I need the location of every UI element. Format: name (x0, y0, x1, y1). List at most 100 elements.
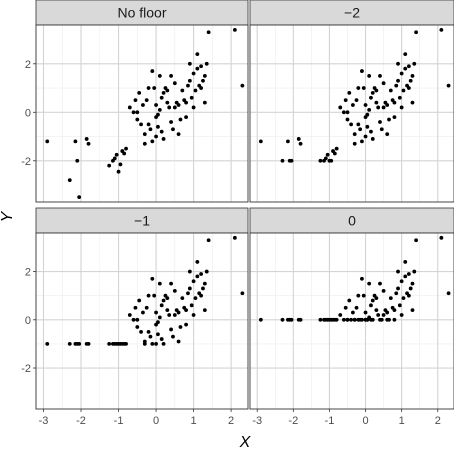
data-point (410, 100, 415, 105)
data-point (202, 74, 207, 78)
data-point (343, 305, 348, 310)
data-point (150, 139, 155, 144)
data-point (131, 110, 136, 115)
data-point (385, 317, 390, 322)
panel-border (249, 24, 454, 203)
data-point (397, 303, 402, 308)
data-point (67, 178, 72, 183)
data-point (150, 69, 155, 73)
data-point (176, 132, 181, 137)
data-point (412, 61, 417, 66)
data-point (141, 310, 145, 315)
data-point (195, 52, 200, 56)
data-point (159, 129, 164, 134)
data-point (127, 105, 132, 110)
data-point (399, 105, 404, 110)
data-point (159, 95, 164, 100)
data-point (349, 317, 353, 322)
data-point (146, 329, 151, 334)
x-tick-label: -1 (114, 415, 124, 427)
data-point (367, 74, 372, 78)
panel-background (36, 233, 248, 409)
data-point (152, 293, 157, 298)
data-point (116, 169, 121, 174)
data-point (396, 269, 400, 274)
data-point (144, 98, 149, 103)
data-point (139, 329, 143, 334)
data-point (157, 107, 162, 112)
y-axis-title: Y (0, 210, 16, 222)
data-point (161, 137, 166, 141)
data-point (195, 260, 200, 264)
data-point (347, 90, 352, 95)
data-point (191, 313, 196, 317)
data-point (146, 293, 151, 298)
data-point (338, 313, 343, 317)
data-point (184, 115, 188, 120)
data-point (378, 120, 382, 124)
data-point (199, 272, 203, 276)
data-point (201, 78, 205, 83)
data-point (406, 64, 411, 69)
data-point (176, 310, 181, 315)
data-point (45, 139, 50, 144)
data-point (172, 81, 177, 86)
data-point (77, 342, 82, 346)
data-point (148, 334, 153, 339)
data-point (171, 334, 175, 339)
data-point (176, 339, 181, 344)
data-point (172, 288, 177, 293)
data-point (167, 313, 172, 317)
data-point (240, 291, 245, 296)
data-point (184, 308, 188, 313)
data-point (381, 288, 386, 293)
data-point (360, 276, 364, 281)
data-point (127, 313, 132, 317)
data-point (118, 162, 123, 167)
data-point (414, 30, 418, 35)
data-point (154, 310, 158, 315)
data-point (408, 78, 413, 83)
data-point (187, 78, 192, 83)
x-axis-title: X (239, 434, 252, 451)
data-point (286, 139, 290, 144)
data-point (365, 317, 370, 322)
data-point (392, 308, 397, 313)
data-point (172, 313, 177, 317)
data-point (167, 105, 172, 110)
data-point (180, 88, 185, 93)
data-point (325, 152, 330, 157)
data-point (370, 90, 375, 95)
data-point (75, 158, 80, 163)
data-point (86, 342, 91, 346)
data-point (374, 100, 379, 105)
y-tick-label: 0 (25, 107, 31, 119)
data-point (341, 317, 346, 322)
data-point (396, 286, 400, 291)
strip-label: No floor (117, 5, 166, 21)
data-point (165, 308, 170, 313)
data-point (280, 317, 285, 322)
data-point (356, 317, 361, 322)
data-point (403, 260, 408, 264)
data-point (187, 269, 192, 274)
data-point (144, 305, 149, 310)
data-point (446, 291, 451, 296)
data-point (388, 88, 393, 93)
data-point (172, 105, 177, 110)
data-point (204, 269, 209, 274)
data-point (199, 86, 203, 90)
data-point (258, 139, 263, 144)
data-point (135, 317, 140, 322)
data-point (189, 95, 194, 100)
data-point (338, 105, 343, 110)
data-point (392, 100, 397, 105)
data-point (124, 342, 128, 346)
strip-label: 0 (348, 213, 356, 229)
data-point (363, 310, 368, 315)
data-point (148, 127, 153, 132)
data-point (406, 293, 411, 298)
data-point (361, 293, 366, 298)
data-point (410, 281, 415, 286)
data-point (379, 317, 384, 322)
